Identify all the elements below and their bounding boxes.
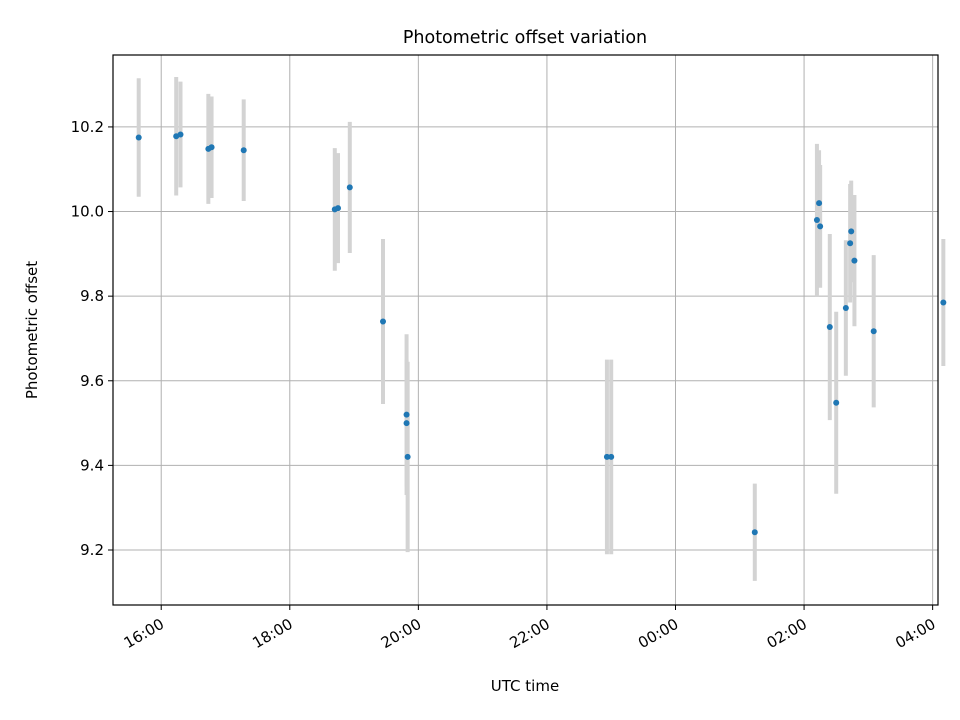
data-point xyxy=(751,529,758,536)
data-point xyxy=(817,223,824,230)
y-tick-label: 9.8 xyxy=(80,287,104,305)
data-points xyxy=(135,131,947,536)
data-point xyxy=(346,184,353,191)
data-point xyxy=(608,453,615,460)
data-point xyxy=(404,453,411,460)
y-axis-label: Photometric offset xyxy=(23,261,41,399)
data-point xyxy=(208,144,215,151)
data-point xyxy=(403,411,410,418)
chart-title: Photometric offset variation xyxy=(403,28,647,48)
x-axis-label: UTC time xyxy=(491,677,559,695)
data-point xyxy=(842,305,849,311)
y-tick-label: 10.2 xyxy=(71,118,104,136)
y-tick-label: 9.4 xyxy=(80,456,104,474)
data-point xyxy=(826,324,833,331)
grid xyxy=(113,55,938,605)
data-point xyxy=(335,205,341,212)
data-point xyxy=(135,134,142,141)
y-axis-ticks: 9.2 9.4 9.6 9.8 10.0 10.2 xyxy=(71,118,113,559)
data-point xyxy=(940,299,947,306)
data-point xyxy=(870,328,877,335)
data-point xyxy=(851,257,858,264)
data-point xyxy=(240,147,247,154)
data-point xyxy=(403,420,410,427)
y-tick-label: 9.2 xyxy=(80,541,104,559)
data-point xyxy=(847,240,854,247)
plot-frame xyxy=(112,54,939,606)
data-point xyxy=(603,453,610,460)
data-point xyxy=(833,399,840,406)
data-point xyxy=(816,200,823,207)
y-tick-label: 10.0 xyxy=(71,203,104,221)
data-point xyxy=(813,217,820,223)
data-point xyxy=(380,318,386,325)
data-point xyxy=(177,131,184,138)
data-point xyxy=(848,228,855,235)
y-tick-label: 9.6 xyxy=(80,372,104,390)
